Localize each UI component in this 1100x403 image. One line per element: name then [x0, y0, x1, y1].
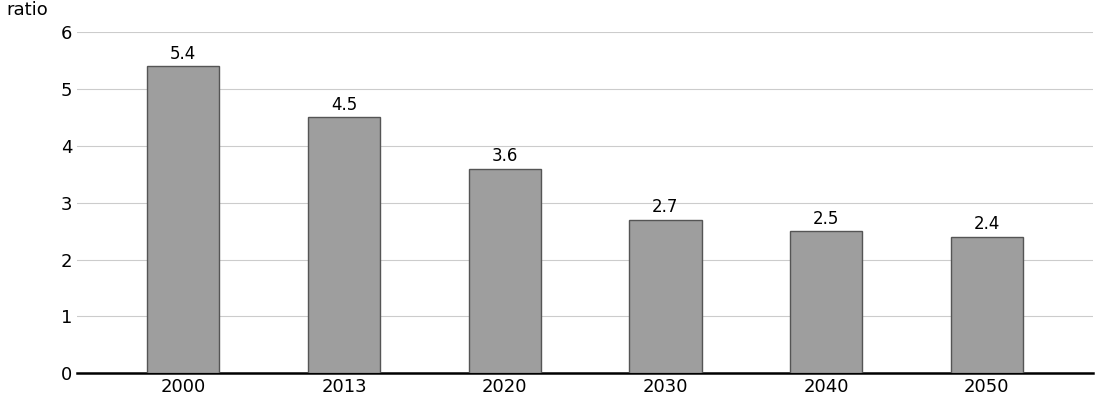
Bar: [950, 237, 1023, 373]
Text: 5.4: 5.4: [170, 45, 197, 63]
Bar: [308, 118, 381, 373]
Text: 4.5: 4.5: [331, 96, 358, 114]
Text: 2.4: 2.4: [974, 215, 1000, 233]
Text: 3.6: 3.6: [492, 147, 518, 165]
Text: 2.7: 2.7: [652, 198, 679, 216]
Bar: [469, 168, 541, 373]
Bar: [147, 66, 219, 373]
Text: ratio: ratio: [6, 0, 47, 19]
Bar: [790, 231, 862, 373]
Text: 2.5: 2.5: [813, 210, 839, 228]
Bar: [629, 220, 702, 373]
